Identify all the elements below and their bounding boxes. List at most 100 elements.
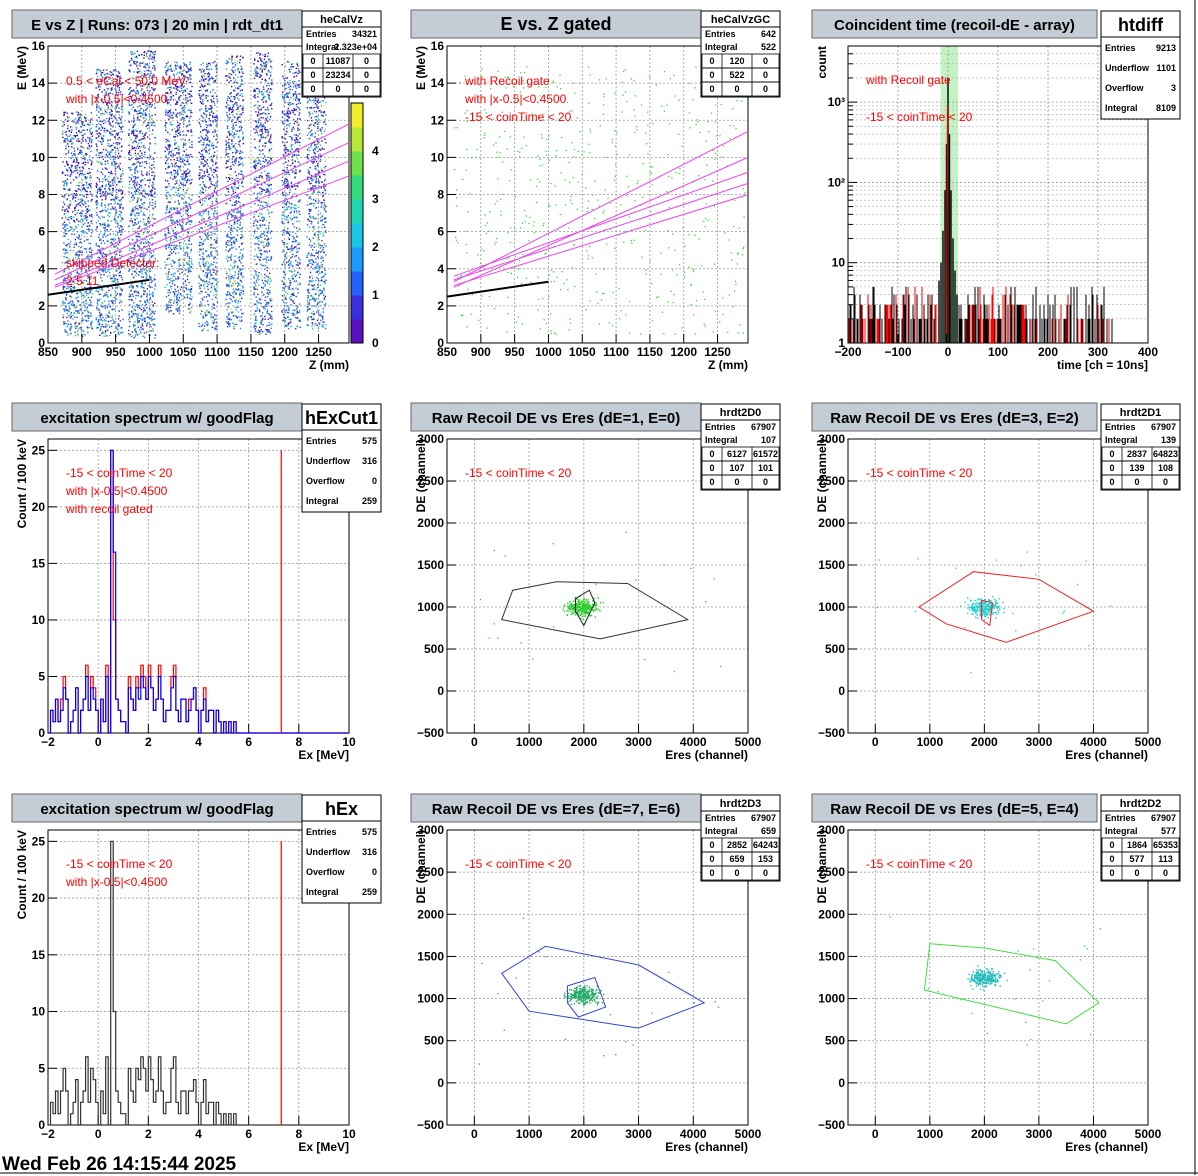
heatmap-cell <box>100 79 102 81</box>
heatmap-cell <box>212 264 214 266</box>
heatmap-cell <box>103 300 106 302</box>
heatmap-cell <box>81 312 84 315</box>
heatmap-cell <box>198 174 200 176</box>
heatmap-cell <box>62 314 65 316</box>
heatmap-cell <box>70 295 72 298</box>
heatmap-cell <box>119 126 122 129</box>
heatmap-cell <box>145 94 147 97</box>
heatmap-cell <box>179 165 182 167</box>
heatmap-cell <box>144 139 146 141</box>
heatmap-cell <box>89 180 91 182</box>
heatmap-cell <box>108 93 110 95</box>
heatmap-cell <box>205 235 208 237</box>
heatmap-cell <box>178 127 181 129</box>
heatmap-cell <box>190 221 193 223</box>
heatmap-cell <box>87 320 90 322</box>
heatmap-cell <box>137 233 139 235</box>
heatmap-cell <box>131 306 134 308</box>
heatmap-cell <box>187 215 189 217</box>
heatmap-cell <box>112 277 114 280</box>
heatmap-cell <box>170 273 173 276</box>
heatmap-cell <box>121 192 123 195</box>
heatmap-cell <box>172 116 174 119</box>
heatmap-cell <box>199 202 201 204</box>
heatmap-cell <box>122 109 124 111</box>
heatmap-cell <box>114 244 117 246</box>
heatmap-cell <box>201 324 204 326</box>
heatmap-cell <box>108 153 110 155</box>
heatmap-cell <box>167 191 169 194</box>
heatmap-cell <box>211 142 214 145</box>
heatmap-cell <box>134 52 136 55</box>
heatmap-cell <box>118 302 121 304</box>
heatmap-cell <box>86 236 88 238</box>
heatmap-cell <box>152 318 155 320</box>
heatmap-cell <box>131 59 133 61</box>
heatmap-cell <box>143 222 146 224</box>
heatmap-cell <box>101 100 103 103</box>
heatmap-cell <box>210 99 213 101</box>
heatmap-cell <box>148 307 151 310</box>
heatmap-cell <box>239 300 242 303</box>
heatmap-cell <box>188 187 190 190</box>
heatmap-cell <box>118 117 120 119</box>
heatmap-cell <box>73 233 76 235</box>
heatmap-cell <box>187 232 189 234</box>
heatmap-cell <box>150 190 152 192</box>
heatmap-cell <box>135 334 137 336</box>
heatmap-cell <box>101 156 104 158</box>
heatmap-cell <box>109 145 111 147</box>
heatmap-cell <box>84 133 86 135</box>
heatmap-cell <box>113 178 115 180</box>
heatmap-cell <box>149 303 152 306</box>
heatmap-cell <box>103 122 105 125</box>
heatmap-cell <box>79 181 81 183</box>
heatmap-cell <box>236 324 238 326</box>
heatmap-cell <box>165 99 167 102</box>
heatmap-cell <box>110 151 113 153</box>
heatmap-cell <box>237 265 239 267</box>
heatmap-cell <box>211 298 213 300</box>
heatmap-cell <box>89 299 91 301</box>
heatmap-cell <box>75 158 78 160</box>
heatmap-cell <box>96 150 98 152</box>
heatmap-cell <box>110 220 113 222</box>
heatmap-cell <box>88 145 90 147</box>
heatmap-cell <box>188 304 190 306</box>
heatmap-cell <box>118 221 121 223</box>
heatmap-cell <box>200 125 202 128</box>
heatmap-cell <box>215 146 217 148</box>
heatmap-cell <box>130 177 133 179</box>
heatmap-cell <box>236 60 239 62</box>
heatmap-cell <box>99 315 102 317</box>
heatmap-cell <box>201 231 204 234</box>
heatmap-cell <box>215 120 218 122</box>
heatmap-cell <box>145 242 148 244</box>
heatmap-cell <box>68 216 70 219</box>
heatmap-cell <box>88 172 90 175</box>
heatmap-cell <box>230 276 232 278</box>
heatmap-cell <box>104 74 106 76</box>
heatmap-cell <box>154 125 156 127</box>
heatmap-cell <box>175 131 177 133</box>
heatmap-cell <box>200 102 203 105</box>
heatmap-cell <box>148 285 150 287</box>
heatmap-cell <box>199 153 202 155</box>
heatmap-cell <box>136 263 138 265</box>
heatmap-cell <box>104 73 107 75</box>
heatmap-cell <box>179 293 182 295</box>
heatmap-cell <box>107 240 109 242</box>
heatmap-cell <box>168 216 170 218</box>
heatmap-cell <box>87 222 89 224</box>
heatmap-cell <box>135 184 138 187</box>
heatmap-cell <box>165 65 168 67</box>
heatmap-cell <box>130 149 132 151</box>
heatmap-cell <box>199 123 201 125</box>
heatmap-cell <box>129 319 131 321</box>
heatmap-cell <box>116 327 118 329</box>
heatmap-cell <box>170 64 172 66</box>
heatmap-cell <box>173 248 176 250</box>
heatmap-cell <box>200 114 202 117</box>
heatmap-cell <box>91 131 93 134</box>
heatmap-cell <box>165 72 167 74</box>
